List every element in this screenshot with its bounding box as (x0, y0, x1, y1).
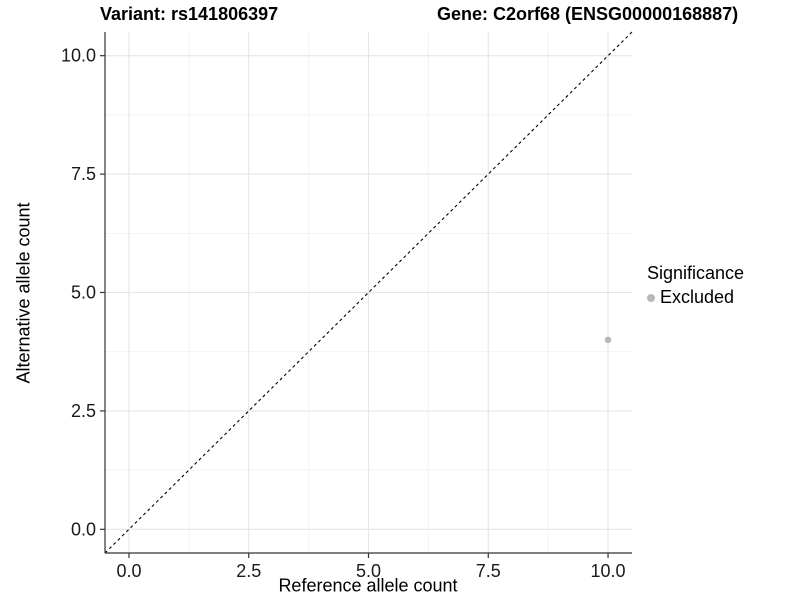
data-point (604, 336, 612, 344)
excluded-point-icon (647, 293, 655, 302)
x-tick-label: 10.0 (591, 561, 626, 581)
x-tick-label: 5.0 (356, 561, 381, 581)
legend: Significance Excluded (647, 263, 744, 308)
y-tick-label: 5.0 (71, 283, 96, 303)
legend-item-excluded: Excluded (647, 287, 744, 308)
legend-title: Significance (647, 263, 745, 283)
y-tick-label: 10.0 (61, 46, 96, 66)
x-tick-label: 0.0 (116, 561, 141, 581)
gene-title: Gene: C2orf68 (ENSG00000168887) (437, 4, 739, 24)
y-tick-label: 2.5 (71, 401, 96, 421)
y-tick-label: 0.0 (71, 519, 96, 539)
x-tick-label: 7.5 (476, 561, 501, 581)
y-axis-title: Alternative allele count (13, 202, 34, 384)
variant-title: Variant: rs141806397 (100, 4, 279, 24)
y-tick-label: 7.5 (71, 164, 96, 184)
x-tick-label: 2.5 (236, 561, 261, 581)
x-axis-title: Reference allele count (278, 575, 458, 596)
legend-item-label: Excluded (660, 287, 735, 307)
